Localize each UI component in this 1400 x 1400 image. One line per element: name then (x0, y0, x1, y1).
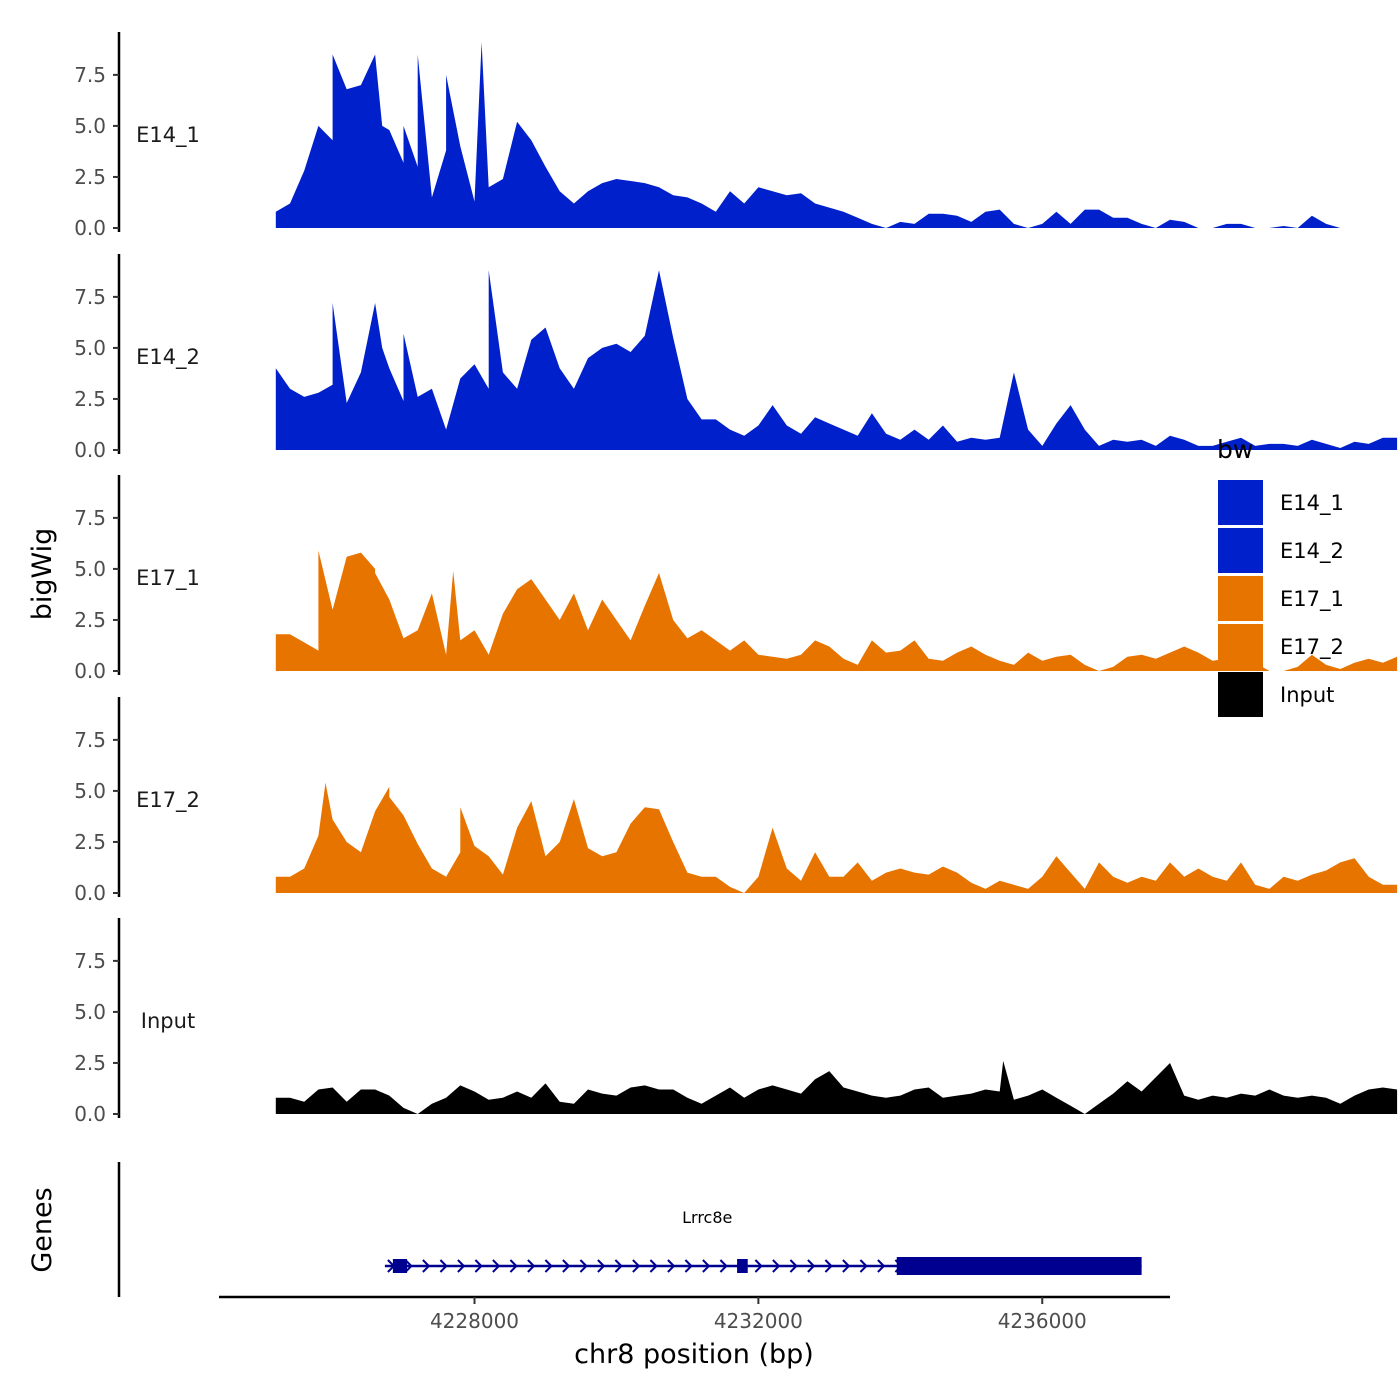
strand-arrow (492, 1259, 501, 1273)
x-tick-label: 4236000 (998, 1309, 1087, 1333)
y-tick-label: 0.0 (74, 659, 106, 683)
strand-arrow (824, 1259, 833, 1273)
x-axis-title: chr8 position (bp) (574, 1339, 814, 1370)
legend-swatch (1218, 480, 1263, 525)
legend-label: E14_2 (1280, 539, 1344, 564)
coverage-area-E17_2 (275, 782, 1398, 893)
coverage-area-E14_2 (275, 270, 1398, 450)
y-tick-label: 5.0 (74, 336, 106, 360)
y-tick-label: 5.0 (74, 114, 106, 138)
track-label: E17_2 (136, 788, 200, 813)
strand-arrow (544, 1259, 553, 1273)
strand-arrow (807, 1259, 816, 1273)
strand-arrow (474, 1259, 483, 1273)
y-tick-label: 5.0 (74, 779, 106, 803)
y-tick-label: 5.0 (74, 1000, 106, 1024)
track-E14_1: 0.0 2.5 5.0 7.5 E14_1 (74, 32, 1398, 240)
gene-exon (896, 1257, 1142, 1275)
coverage-area-E17_1 (275, 550, 1398, 671)
strand-arrow (667, 1259, 676, 1273)
strand-arrow (422, 1259, 431, 1273)
track-label: E17_1 (136, 566, 200, 591)
strand-arrow (772, 1259, 781, 1273)
x-tick-label: 4232000 (714, 1309, 803, 1333)
y-axis-title: bigWig (27, 528, 58, 621)
coverage-area-Input (275, 1060, 1398, 1114)
track-E17_1: 0.0 2.5 5.0 7.5 E17_1 (74, 475, 1398, 683)
strand-arrow (527, 1259, 536, 1273)
y-tick-label: 2.5 (74, 1051, 106, 1075)
gene-Lrrc8e: Lrrc8e (384, 1208, 1142, 1275)
strand-arrow (632, 1259, 641, 1273)
y-tick-label: 7.5 (74, 949, 106, 973)
legend-swatch (1218, 672, 1263, 717)
strand-arrow (404, 1259, 413, 1273)
y-tick-label: 7.5 (74, 285, 106, 309)
strand-arrow (754, 1259, 763, 1273)
gene-track: Lrrc8e (117, 1162, 1142, 1297)
legend-label: E17_1 (1280, 587, 1344, 612)
x-tick-label: 4228000 (430, 1309, 519, 1333)
gene-exon (737, 1259, 748, 1273)
y-tick-label: 2.5 (74, 608, 106, 632)
legend-title: bw (1217, 435, 1253, 464)
gene-name-label: Lrrc8e (682, 1208, 732, 1227)
gene-track-title: Genes (27, 1187, 58, 1272)
legend: bw E14_1 E14_2 E17_1 E17_2 Input (1217, 435, 1344, 717)
track-label: E14_1 (136, 123, 200, 148)
strand-arrow (509, 1259, 518, 1273)
legend-label: E17_2 (1280, 635, 1344, 660)
legend-item-E17_2: E17_2 (1218, 624, 1344, 669)
strand-arrow (702, 1259, 711, 1273)
y-tick-label: 2.5 (74, 830, 106, 854)
legend-swatch (1218, 624, 1263, 669)
strand-arrow (684, 1259, 693, 1273)
y-tick-label: 5.0 (74, 557, 106, 581)
y-tick-label: 7.5 (74, 63, 106, 87)
track-label: Input (141, 1009, 195, 1033)
y-tick-label: 7.5 (74, 728, 106, 752)
strand-arrow (842, 1259, 851, 1273)
strand-arrow (579, 1259, 588, 1273)
legend-label: E14_1 (1280, 491, 1344, 516)
legend-item-Input: Input (1218, 672, 1334, 717)
strand-arrow (457, 1259, 466, 1273)
legend-item-E14_2: E14_2 (1218, 528, 1344, 573)
y-tick-label: 7.5 (74, 506, 106, 530)
y-tick-label: 0.0 (74, 1102, 106, 1126)
y-tick-label: 0.0 (74, 438, 106, 462)
legend-item-E14_1: E14_1 (1218, 480, 1344, 525)
strand-arrow (719, 1259, 728, 1273)
strand-arrow (614, 1259, 623, 1273)
legend-swatch (1218, 528, 1263, 573)
strand-arrow (597, 1259, 606, 1273)
legend-swatch (1218, 576, 1263, 621)
strand-arrow (789, 1259, 798, 1273)
x-axis: 4228000 4232000 4236000 (219, 1295, 1170, 1333)
coverage-area-E14_1 (275, 42, 1398, 229)
strand-arrow (562, 1259, 571, 1273)
strand-arrow (439, 1259, 448, 1273)
track-E17_2: 0.0 2.5 5.0 7.5 E17_2 (74, 697, 1398, 905)
track-E14_2: 0.0 2.5 5.0 7.5 E14_2 (74, 254, 1398, 462)
y-tick-label: 2.5 (74, 387, 106, 411)
strand-arrow (877, 1259, 886, 1273)
gene-exon (392, 1259, 408, 1273)
strand-arrow (649, 1259, 658, 1273)
y-tick-label: 0.0 (74, 881, 106, 905)
coverage-tracks: 0.0 2.5 5.0 7.5 E14_1 0.0 2.5 5.0 7.5 E14_2 0.0 2.5… (74, 32, 1398, 1126)
y-tick-label: 2.5 (74, 165, 106, 189)
legend-label: Input (1280, 683, 1334, 707)
strand-arrow (859, 1259, 868, 1273)
legend-item-E17_1: E17_1 (1218, 576, 1344, 621)
track-label: E14_2 (136, 345, 200, 370)
track-Input: 0.0 2.5 5.0 7.5 Input (74, 918, 1398, 1126)
y-tick-label: 0.0 (74, 216, 106, 240)
